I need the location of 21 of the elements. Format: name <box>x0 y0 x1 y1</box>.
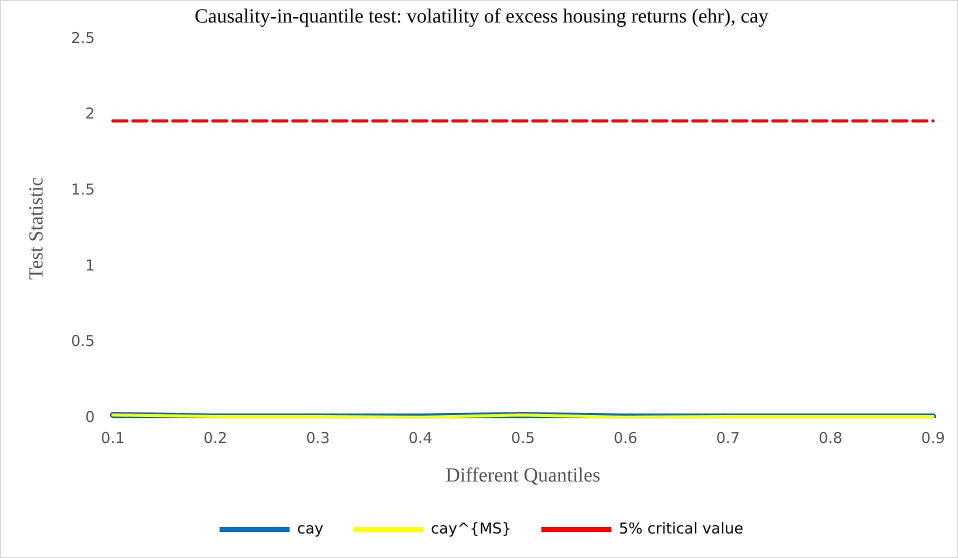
y-tick-label: 2 <box>85 104 95 123</box>
chart-title: Causality-in-quantile test: volatility of excess housing returns (ehr), cay <box>194 5 768 28</box>
x-tick-label: 0.1 <box>100 428 125 447</box>
x-tick-label: 0.4 <box>408 428 432 447</box>
x-tick-label: 0.5 <box>511 428 535 447</box>
x-tick-label: 0.9 <box>921 428 945 447</box>
x-tick-label: 0.7 <box>716 428 740 447</box>
x-tick-label: 0.8 <box>818 428 842 447</box>
y-tick-label: 1.5 <box>70 180 95 198</box>
legend-label: cay <box>297 519 324 538</box>
y-tick-label: 1 <box>85 256 95 274</box>
x-axis-title: Different Quantiles <box>446 464 600 486</box>
x-tick-label: 0.6 <box>614 428 638 447</box>
legend-label: 5% critical value <box>618 519 744 538</box>
y-tick-label: 0 <box>85 408 95 426</box>
y-axis-title: Test Statistic <box>25 177 48 280</box>
x-tick-label: 0.2 <box>203 428 228 447</box>
y-tick-label: 2.5 <box>70 28 95 47</box>
x-tick-label: 0.3 <box>306 428 330 447</box>
legend-label: cay^{MS} <box>430 519 512 538</box>
y-tick-label: 0.5 <box>70 332 95 350</box>
